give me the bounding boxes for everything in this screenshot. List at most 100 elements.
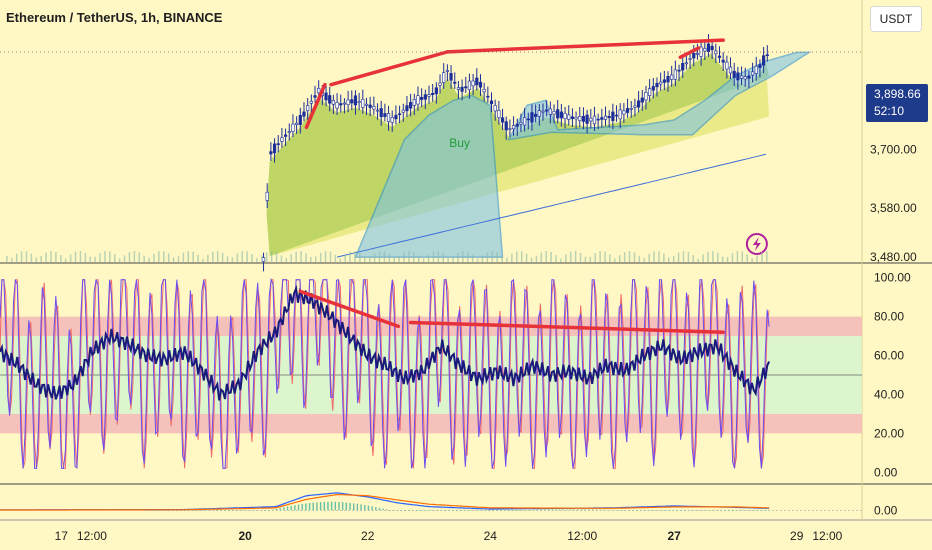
candle-body: [361, 98, 365, 108]
candle-body: [372, 106, 376, 110]
candle-body: [486, 95, 490, 98]
candle-body: [670, 74, 674, 80]
volume-bar: [623, 252, 626, 262]
last-price-tag: 3,898.66 52:10: [866, 84, 928, 122]
volume-bar: [491, 251, 494, 262]
macd-histogram-bar: [301, 504, 303, 511]
volume-bar: [717, 252, 719, 262]
macd-histogram-bar: [411, 510, 414, 511]
macd-histogram-bar: [706, 510, 708, 511]
volume-bar: [133, 251, 136, 262]
volume-bar: [702, 254, 704, 262]
volume-bar: [736, 251, 739, 262]
candle-body: [629, 108, 633, 110]
macd-histogram-bar: [540, 509, 542, 511]
volume-bar: [334, 254, 337, 262]
macd-histogram-bar: [422, 510, 425, 511]
volume-bar: [457, 252, 459, 262]
volume-bar: [584, 256, 587, 262]
volume-bar: [501, 255, 503, 262]
candle-body: [283, 134, 288, 137]
macd-histogram-bar: [191, 510, 193, 511]
oscillator-divergence-line: [298, 289, 401, 329]
candle-body: [692, 53, 696, 59]
macd-histogram-bar: [555, 509, 557, 511]
volume-bar: [285, 258, 288, 262]
candle-body: [750, 71, 755, 76]
volume-bar: [89, 256, 91, 262]
candle-body: [328, 95, 332, 104]
osc-zone-overbought: [0, 316, 862, 337]
candle-body: [342, 102, 347, 105]
macd-histogram-bar: [231, 510, 234, 511]
macd-histogram-bar: [400, 510, 403, 511]
candle-body: [739, 75, 744, 79]
candle-body: [500, 117, 505, 123]
candle-body: [662, 79, 666, 83]
candle-body: [600, 117, 604, 120]
oscillator-axis-tick: 40.00: [874, 387, 904, 401]
macd-histogram-bar: [154, 510, 156, 511]
macd-histogram-bar: [371, 506, 373, 511]
oscillator-axis-tick: 100.00: [874, 271, 911, 285]
volume-bar: [270, 251, 273, 262]
volume-bar: [280, 255, 283, 262]
candle-body: [364, 103, 369, 106]
volume-bar: [344, 254, 346, 262]
macd-histogram-bar: [492, 510, 495, 511]
candle-body: [453, 81, 457, 84]
macd-histogram-bar: [739, 510, 741, 511]
volume-bar: [726, 257, 729, 262]
macd-histogram-bar: [235, 510, 237, 511]
candle-body: [581, 115, 586, 122]
candle-body: [563, 113, 567, 119]
volume-bar: [118, 258, 121, 262]
macd-histogram-bar: [573, 509, 576, 511]
candle-body: [511, 125, 516, 130]
volume-bar: [471, 254, 474, 262]
candle-body: [339, 103, 343, 106]
volume-bar: [712, 251, 714, 262]
macd-histogram-bar: [382, 508, 384, 511]
candle-body: [272, 143, 277, 154]
macd-histogram-bar: [717, 510, 719, 511]
macd-histogram-bar: [547, 509, 550, 511]
volume-bar: [251, 254, 253, 262]
currency-selector-button[interactable]: USDT: [870, 6, 922, 32]
candle-body: [714, 50, 718, 55]
time-axis-tick: 22: [361, 529, 375, 543]
candle-body: [677, 69, 681, 72]
macd-histogram-bar: [603, 509, 605, 511]
volume-bar: [143, 255, 145, 262]
volume-bar: [437, 251, 440, 262]
candle-body: [464, 86, 468, 89]
volume-bar: [677, 252, 680, 262]
macd-histogram-bar: [466, 510, 469, 511]
macd-histogram-bar: [669, 510, 671, 511]
macd-histogram-bar: [367, 505, 370, 511]
candle-body: [475, 77, 479, 86]
candle-body: [386, 113, 391, 122]
macd-histogram-bar: [294, 505, 296, 511]
volume-bar: [516, 251, 518, 262]
macd-histogram-bar: [239, 510, 241, 511]
time-axis-tick: 12:00: [77, 529, 107, 543]
macd-histogram-bar: [713, 510, 715, 511]
macd-histogram-bar: [290, 505, 292, 511]
candle-body: [545, 109, 549, 112]
candle-body: [423, 94, 427, 100]
macd-histogram-bar: [275, 508, 278, 511]
volume-bar: [682, 251, 685, 262]
volume-bar: [64, 258, 67, 262]
macd-histogram-bar: [261, 510, 263, 511]
macd-histogram-bar: [250, 510, 252, 511]
macd-histogram-bar: [768, 509, 770, 511]
macd-histogram-bar: [636, 510, 638, 511]
candle-body: [416, 95, 420, 105]
candle-body: [611, 111, 615, 121]
candle-body: [622, 110, 626, 115]
volume-bar: [339, 258, 342, 262]
macd-histogram-bar: [658, 510, 660, 511]
macd-histogram-bar: [750, 510, 752, 511]
